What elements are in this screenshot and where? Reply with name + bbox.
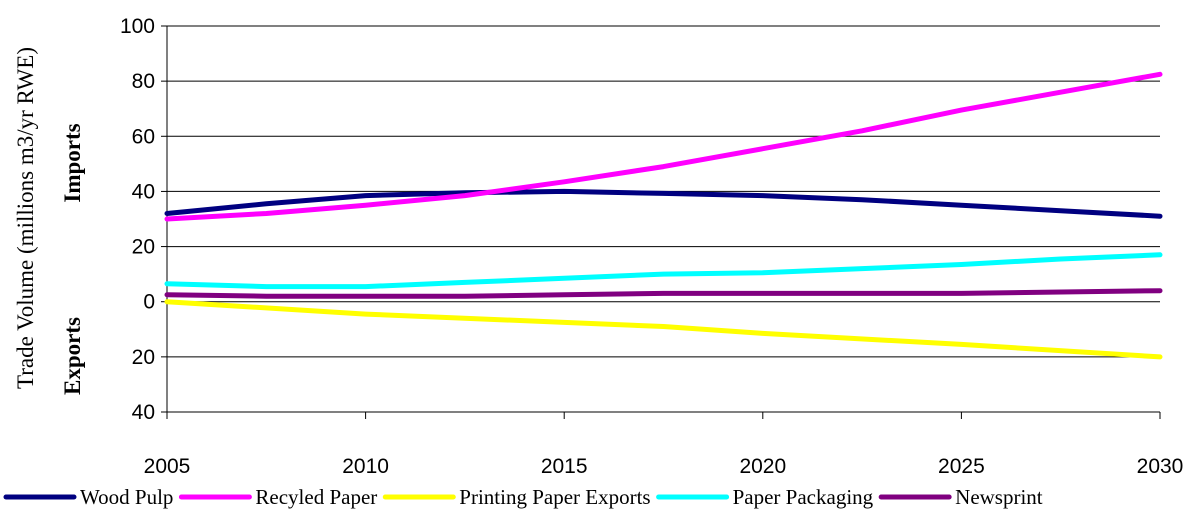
legend-label-wood-pulp: Wood Pulp — [80, 485, 173, 509]
series-lines — [164, 71, 1163, 360]
legend-label-recyled-paper: Recyled Paper — [255, 485, 377, 509]
legend-label-printing-paper-exports: Printing Paper Exports — [459, 485, 650, 509]
series-line-recyled-paper — [164, 71, 1163, 222]
x-tick-label: 2005 — [144, 455, 191, 478]
y-tick-label: 40 — [132, 180, 155, 203]
y-tick-label: 100 — [120, 15, 155, 38]
series-line-paper-packaging — [164, 252, 1163, 290]
x-tick-label: 2030 — [1137, 455, 1184, 478]
legend: Wood Pulp Recyled Paper Printing Paper Exp… — [3, 485, 1043, 509]
y-tick-label: 80 — [132, 70, 155, 93]
x-tick-label: 2020 — [739, 455, 786, 478]
y-axis-label: Trade Volume (millions m3/yr RWE) — [13, 47, 38, 389]
y-tick-label: 0 — [143, 291, 155, 314]
y-tick-label: 40 — [132, 401, 155, 424]
legend-label-newsprint: Newsprint — [955, 485, 1043, 509]
y-tick-labels: 100 80 60 40 20 0 20 40 — [120, 15, 155, 424]
gridlines — [167, 25, 1160, 413]
x-tick-label: 2025 — [938, 455, 985, 478]
series-line-printing-paper-exports — [164, 299, 1163, 360]
x-tick-labels: 2005 2010 2015 2020 2025 2030 — [144, 455, 1184, 478]
exports-section-label: Exports — [60, 317, 85, 395]
series-line-newsprint — [164, 288, 1163, 299]
axes — [161, 25, 1161, 419]
y-tick-label: 20 — [132, 236, 155, 259]
legend-label-paper-packaging: Paper Packaging — [733, 485, 874, 509]
x-tick-label: 2015 — [541, 455, 588, 478]
y-tick-label: 60 — [132, 125, 155, 148]
imports-section-label: Imports — [60, 123, 85, 202]
y-tick-label: 20 — [132, 346, 155, 369]
x-tick-label: 2010 — [342, 455, 389, 478]
series-line-wood-pulp — [164, 188, 1163, 219]
